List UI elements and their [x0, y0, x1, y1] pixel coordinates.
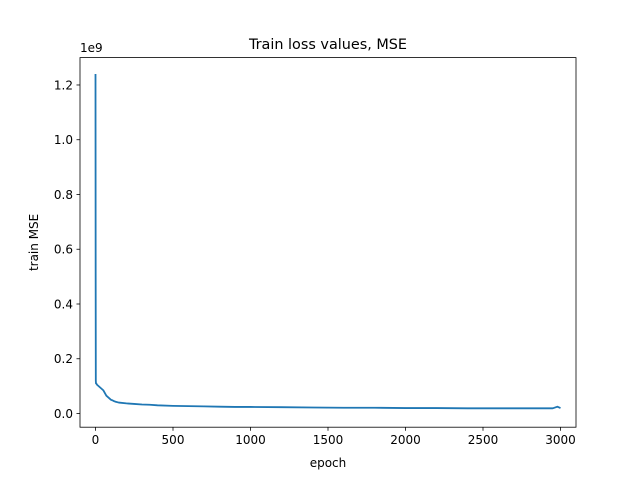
y-tick-label: 0.4 — [54, 297, 73, 311]
x-axis-label: epoch — [310, 456, 347, 470]
y-tick-label: 0.6 — [54, 243, 73, 257]
y-tick-label: 0.8 — [54, 188, 73, 202]
x-tick-label: 1500 — [313, 433, 344, 447]
y-tick-label: 0.2 — [54, 352, 73, 366]
x-tick-label: 2500 — [468, 433, 499, 447]
y-tick-label: 0.0 — [54, 407, 73, 421]
chart-title: Train loss values, MSE — [248, 37, 407, 53]
x-tick-label: 3000 — [545, 433, 576, 447]
y-axis-label: train MSE — [27, 214, 41, 271]
y-tick-label: 1.0 — [54, 133, 73, 147]
y-tick-label: 1.2 — [54, 78, 73, 92]
x-tick-label: 0 — [92, 433, 100, 447]
x-tick-label: 2000 — [390, 433, 421, 447]
x-tick-label: 500 — [162, 433, 185, 447]
x-tick-label: 1000 — [235, 433, 266, 447]
series-line-0 — [94, 74, 561, 410]
y-offset-label: 1e9 — [80, 41, 103, 55]
